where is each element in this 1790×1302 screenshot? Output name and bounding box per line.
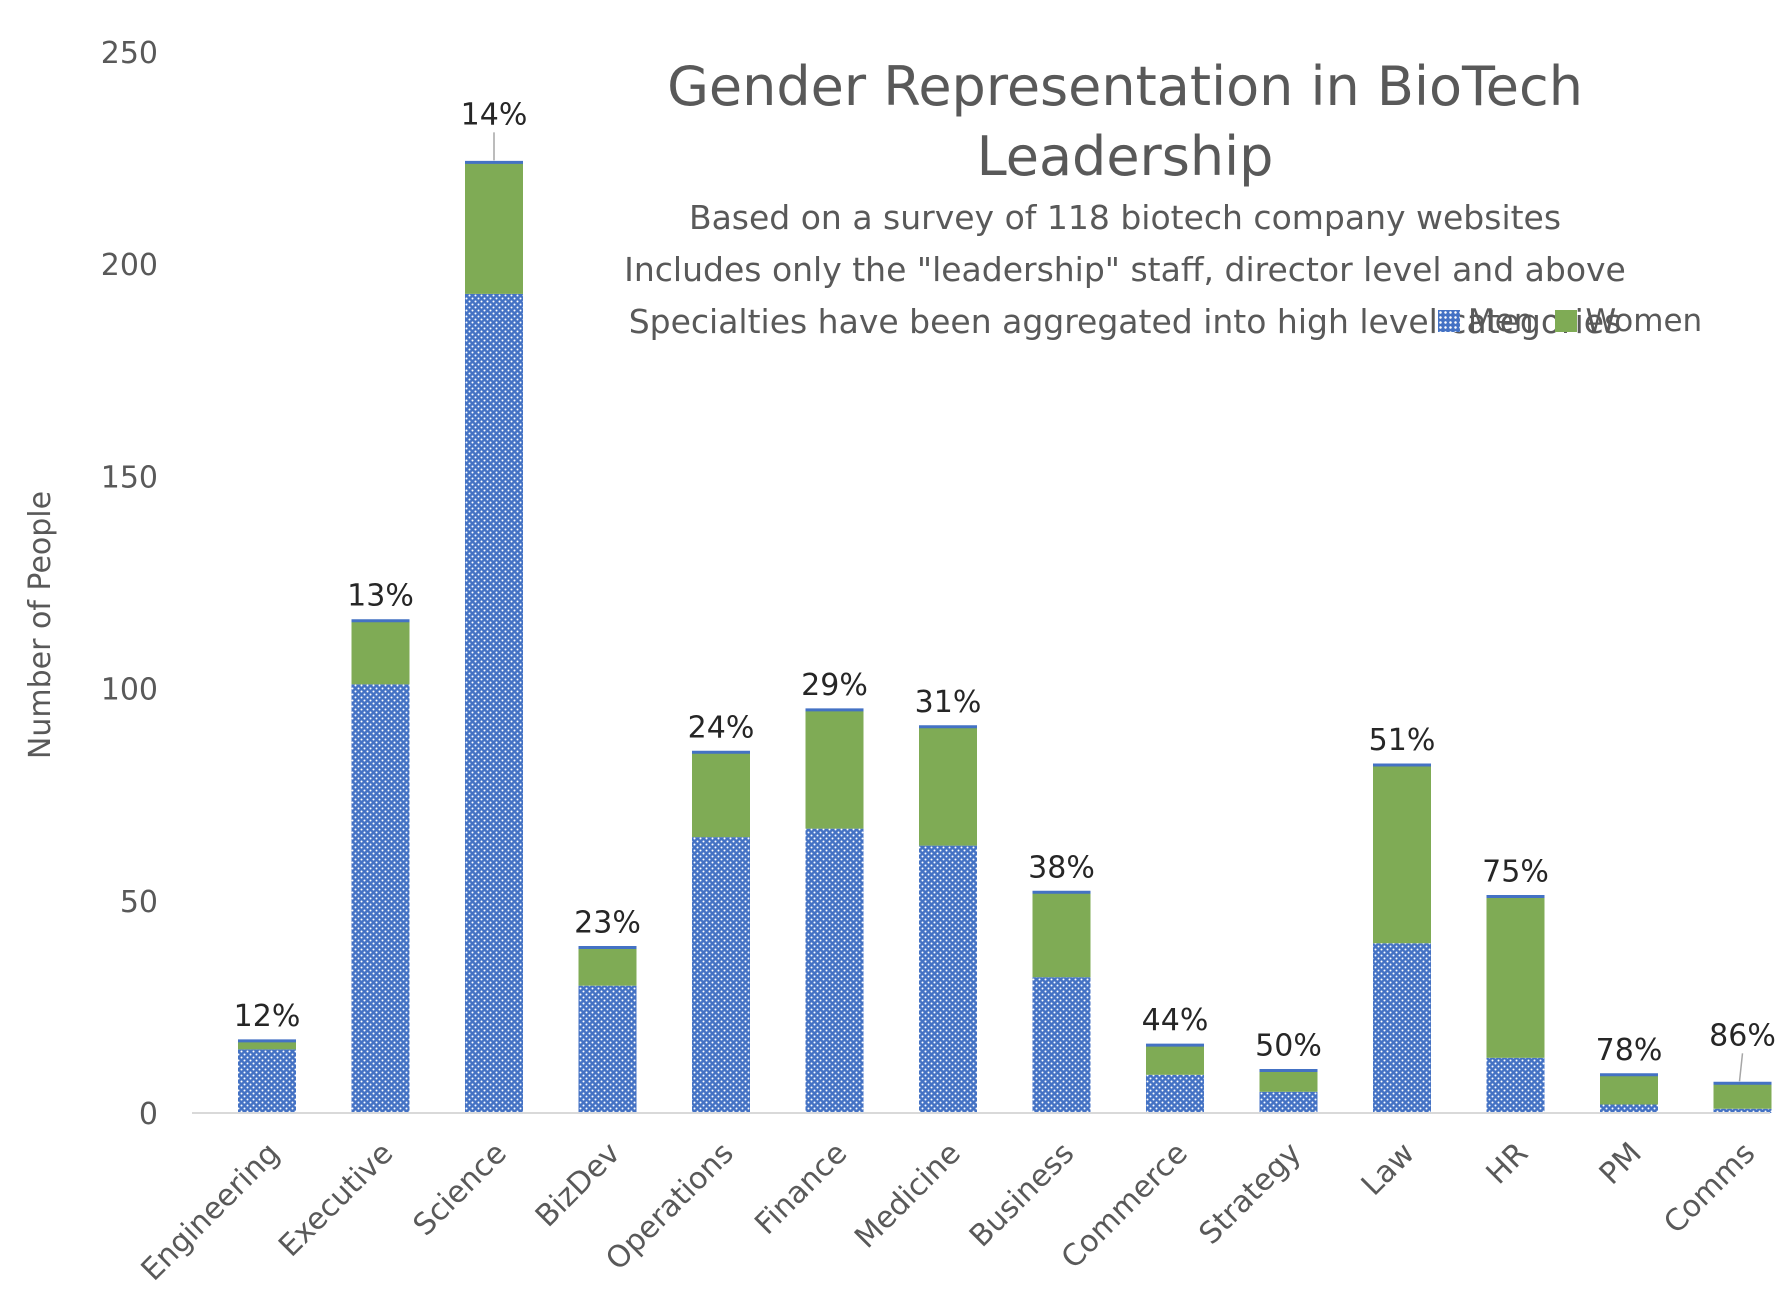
data-label-leader	[1738, 1053, 1744, 1082]
bar-men	[1486, 1057, 1545, 1113]
bar-women	[1032, 892, 1091, 978]
bar-men	[238, 1049, 296, 1113]
legend-swatch-women	[1555, 310, 1578, 332]
bar-men	[919, 845, 977, 1113]
data-label: 75%	[1482, 855, 1549, 890]
data-label: 13%	[347, 579, 414, 614]
bar-men	[1259, 1091, 1318, 1113]
bar-women	[465, 162, 523, 294]
x-tick-label: Business	[963, 1136, 1081, 1254]
x-tick-label: Medicine	[848, 1136, 968, 1256]
x-tick-label: Executive	[272, 1136, 400, 1264]
y-tick-label: 200	[101, 248, 158, 283]
y-tick-label: 0	[139, 1097, 158, 1132]
bar-women	[919, 726, 977, 846]
x-tick-label: Science	[407, 1136, 514, 1243]
legend-label-women: Women	[1585, 303, 1703, 339]
data-label: 14%	[461, 97, 528, 132]
bar-women	[351, 620, 410, 685]
bar-women	[692, 752, 750, 838]
data-label: 12%	[234, 999, 301, 1034]
legend-item-men: Men	[1438, 303, 1533, 339]
x-tick-label: Strategy	[1193, 1136, 1309, 1252]
x-tick-label: HR	[1480, 1136, 1535, 1191]
subtitle-line-1: Based on a survey of 118 biotech company…	[688, 198, 1562, 237]
bar-men	[351, 684, 410, 1113]
title-block: Gender Representation in BioTech Leaders…	[540, 52, 1710, 348]
bar-women	[1713, 1083, 1772, 1109]
x-tick-label: Engineering	[135, 1136, 287, 1288]
chart-title: Gender Representation in BioTech Leaders…	[667, 55, 1583, 188]
bar-women	[805, 709, 864, 829]
data-label: 31%	[915, 685, 982, 720]
bar-men	[805, 828, 864, 1113]
x-tick-label: Law	[1355, 1136, 1422, 1203]
data-label: 38%	[1028, 850, 1095, 885]
x-tick-label: PM	[1593, 1136, 1649, 1192]
bar-women	[1146, 1045, 1204, 1075]
bar-women	[578, 947, 637, 986]
bar-men	[1713, 1108, 1772, 1113]
data-label: 44%	[1142, 1003, 1209, 1038]
data-label: 29%	[801, 668, 868, 703]
y-tick-label: 250	[101, 36, 158, 71]
bar-men	[1032, 977, 1091, 1113]
x-tick-label: Finance	[748, 1136, 854, 1242]
subtitle-line-2: Includes only the "leadership" staff, di…	[624, 250, 1626, 289]
data-label: 24%	[688, 710, 755, 745]
y-tick-label: 150	[101, 460, 158, 495]
legend: Men Women	[1438, 303, 1702, 339]
bar-men	[465, 293, 523, 1114]
bar-men	[578, 985, 637, 1113]
data-label: 51%	[1369, 723, 1436, 758]
x-tick-label: Comms	[1657, 1136, 1762, 1241]
legend-item-women: Women	[1555, 303, 1702, 339]
bar-women	[1486, 896, 1545, 1058]
y-tick-label: 100	[101, 673, 158, 708]
legend-label-men: Men	[1468, 303, 1534, 339]
x-tick-label: BizDev	[529, 1136, 627, 1234]
bar-men	[1373, 943, 1431, 1113]
y-axis-title: Number of People	[23, 491, 58, 759]
bar-women	[238, 1040, 296, 1050]
bar-men	[1146, 1074, 1204, 1113]
bar-women	[1259, 1070, 1318, 1092]
bar-men	[1600, 1104, 1658, 1113]
legend-swatch-men	[1438, 310, 1460, 332]
y-tick-label: 50	[120, 885, 158, 920]
data-label: 78%	[1596, 1033, 1663, 1068]
bar-women	[1600, 1074, 1658, 1105]
data-label: 50%	[1255, 1029, 1322, 1064]
bar-women	[1373, 764, 1431, 944]
data-label: 86%	[1709, 1018, 1776, 1053]
data-label: 23%	[574, 905, 641, 940]
bar-men	[692, 837, 750, 1113]
